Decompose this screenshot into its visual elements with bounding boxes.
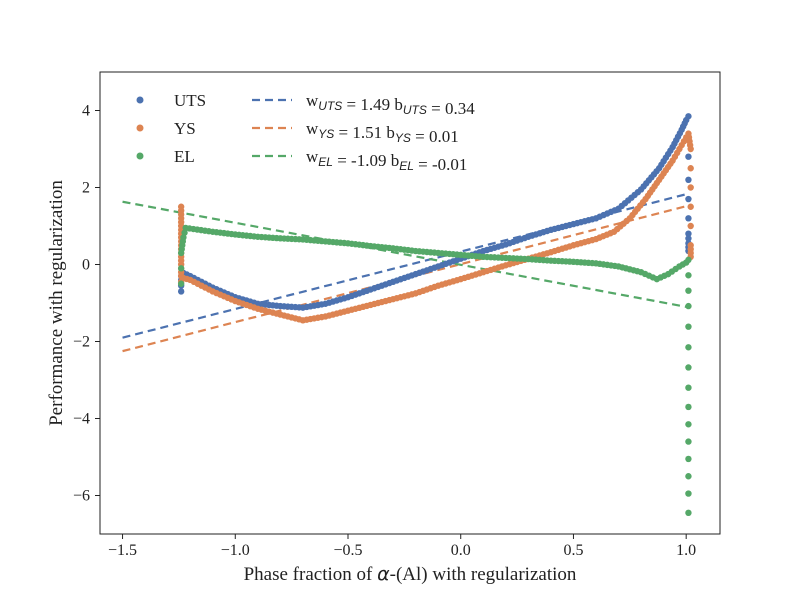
data-point — [685, 272, 692, 279]
y-axis-label: Performance with regularization — [46, 180, 67, 426]
legend-marker-el — [136, 152, 144, 160]
legend-fit-label-el: wEL = -1.09 bEL = -0.01 — [306, 147, 467, 174]
data-point — [180, 234, 187, 241]
y-tick-label: −6 — [73, 488, 90, 505]
legend-marker-ys — [136, 124, 144, 132]
data-point — [177, 280, 185, 287]
axes-frame — [99, 71, 721, 535]
x-tick-label: −1.0 — [221, 542, 250, 559]
data-point — [685, 455, 692, 463]
data-point — [685, 364, 692, 371]
fit-line-el — [122, 200, 689, 309]
legend-label-el: EL — [174, 147, 195, 166]
y-tick-label: 0 — [82, 257, 90, 274]
x-tick-label: 1.0 — [676, 542, 696, 559]
data-point — [687, 165, 694, 172]
x-tick-label: 0.0 — [451, 542, 471, 559]
data-point — [685, 153, 692, 160]
data-point — [685, 113, 692, 120]
data-point — [685, 235, 692, 242]
data-point — [685, 403, 692, 411]
data-point — [685, 215, 692, 222]
legend-marker-uts — [136, 96, 144, 104]
data-point — [687, 184, 694, 191]
data-point — [685, 490, 692, 497]
x-tick-label: 0.5 — [563, 542, 583, 559]
data-point — [177, 265, 185, 272]
y-tick-label: −4 — [73, 411, 90, 428]
legend-fit-label-ys: wYS = 1.51 bYS = 0.01 — [306, 119, 459, 146]
ticks: −1.5 −1.0 −0.5 0.0 0.5 1.0 −6 −4 −2 0 2 4 — [73, 103, 696, 560]
data-point — [685, 287, 692, 294]
y-tick-label: −2 — [73, 334, 90, 351]
plot-area — [122, 113, 694, 517]
legend-label-uts: UTS — [174, 91, 206, 110]
data-point — [685, 438, 692, 445]
data-point — [687, 145, 694, 153]
data-point — [685, 344, 692, 351]
data-point — [685, 509, 692, 517]
data-point — [685, 230, 692, 237]
data-point — [685, 256, 692, 264]
x-tick-label: −1.5 — [108, 542, 137, 559]
data-point — [685, 302, 692, 310]
data-point — [685, 195, 692, 203]
data-point — [687, 222, 694, 230]
x-tick-label: −0.5 — [333, 542, 362, 559]
legend-label-ys: YS — [174, 119, 196, 138]
scatter-series-el — [177, 224, 692, 517]
y-tick-label: 2 — [82, 180, 90, 197]
data-point — [685, 421, 692, 428]
data-point — [687, 203, 694, 210]
x-axis-label: Phase fraction of α-(Al) with regulariza… — [244, 563, 577, 585]
y-tick-label: 4 — [82, 103, 90, 120]
data-point — [685, 323, 692, 330]
data-point — [181, 229, 188, 236]
data-point — [177, 288, 185, 295]
data-point — [685, 176, 692, 183]
data-point — [685, 473, 692, 480]
data-point — [685, 384, 692, 391]
legend-fit-label-uts: wUTS = 1.49 bUTS = 0.34 — [306, 91, 475, 118]
